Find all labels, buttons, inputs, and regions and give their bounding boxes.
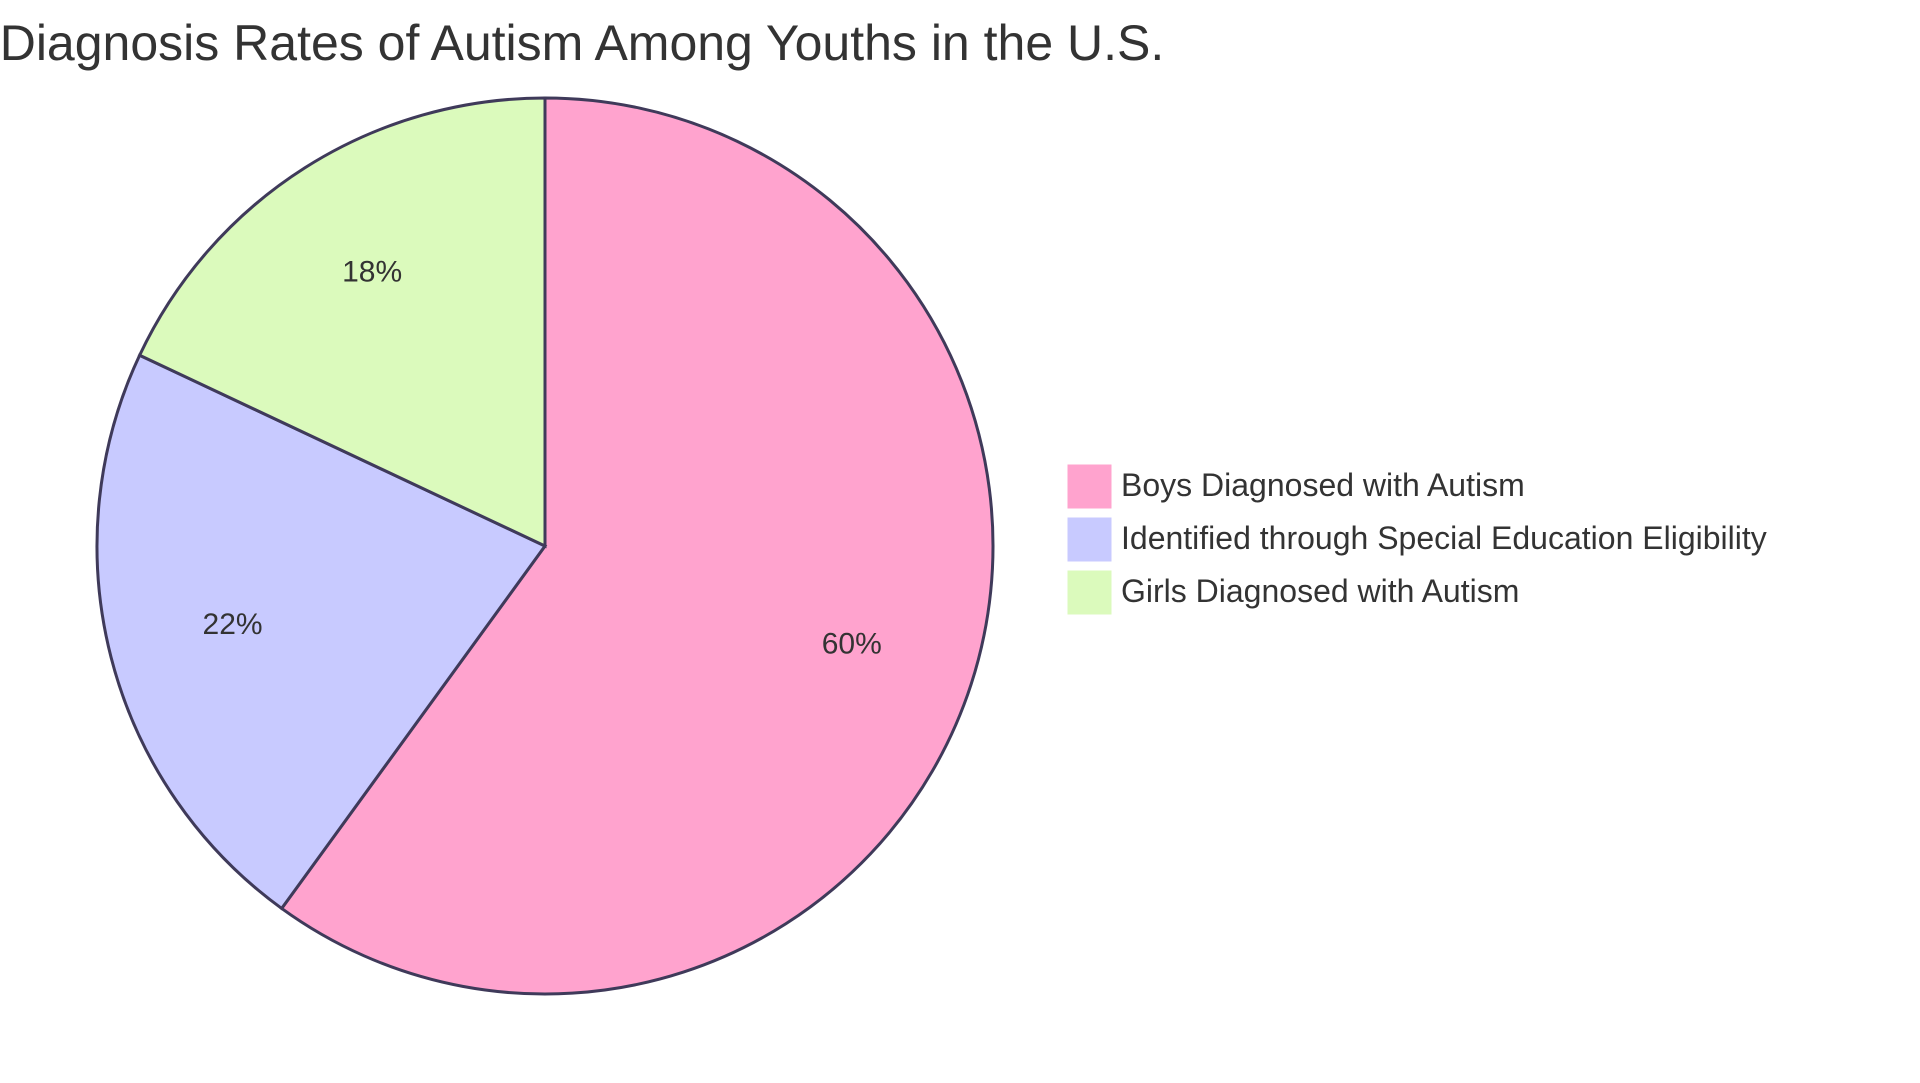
legend: Boys Diagnosed with Autism Identified thr… bbox=[1066, 463, 1767, 616]
pie-slice-girls-diagnosed-with-autism bbox=[137, 96, 547, 549]
pie-slice-boys-diagnosed-with-autism bbox=[279, 96, 995, 996]
legend-swatch-identified-through-special-education-eligibility bbox=[1066, 516, 1113, 563]
chart-title: Diagnosis Rates of Autism Among Youths i… bbox=[0, 15, 1164, 71]
legend-swatch-boys-diagnosed-with-autism bbox=[1066, 463, 1113, 510]
legend-label-boys-diagnosed-with-autism: Boys Diagnosed with Autism bbox=[1121, 467, 1525, 503]
pie-slices bbox=[95, 96, 995, 996]
slice-value-label: 60% bbox=[822, 628, 882, 661]
slice-value-label: 22% bbox=[203, 608, 263, 641]
legend-label-identified-through-special-education-eligibility: Identified through Special Education Eli… bbox=[1121, 520, 1767, 556]
slice-value-label: 18% bbox=[342, 256, 402, 289]
slice-labels: 60% 22% 18% bbox=[203, 256, 882, 661]
legend-swatch-girls-diagnosed-with-autism bbox=[1066, 569, 1113, 616]
legend-label-girls-diagnosed-with-autism: Girls Diagnosed with Autism bbox=[1121, 573, 1519, 609]
